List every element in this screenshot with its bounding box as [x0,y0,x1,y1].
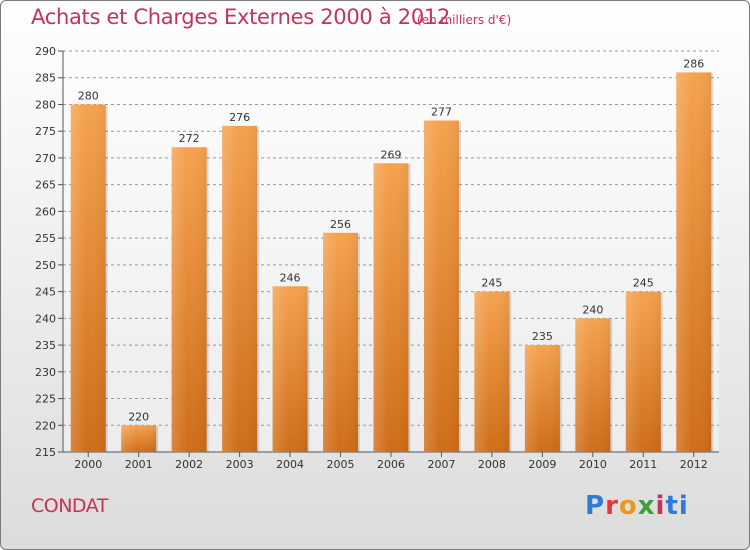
y-tick-label: 230 [35,366,56,379]
bar-highlight [373,163,409,452]
bar-value-label: 235 [532,330,553,343]
bar-value-label: 220 [128,410,149,423]
y-tick-label: 225 [35,393,56,406]
x-tick-label: 2005 [327,458,355,471]
x-tick-label: 2008 [478,458,506,471]
bar-value-label: 276 [229,111,250,124]
chart-title: Achats et Charges Externes 2000 à 2012 [31,5,451,29]
proxiti-logo[interactable]: Proxiti [585,491,689,521]
logo-letter: i [655,491,666,521]
logo-letter: i [678,491,689,521]
x-tick-label: 2006 [377,458,405,471]
y-tick-label: 260 [35,205,56,218]
y-tick-label: 285 [35,72,56,85]
bar-highlight [524,345,560,452]
bar-value-label: 256 [330,218,351,231]
x-tick-label: 2004 [276,458,304,471]
x-tick-label: 2000 [74,458,102,471]
x-tick-label: 2012 [680,458,708,471]
bar-value-label: 245 [481,277,502,290]
y-tick-label: 280 [35,98,56,111]
logo-letter: o [618,491,638,521]
bar-highlight [676,72,712,453]
x-tick-label: 2009 [528,458,556,471]
y-tick-label: 240 [35,312,56,325]
y-tick-label: 220 [35,419,56,432]
bar-highlight [272,286,308,452]
x-tick-label: 2002 [175,458,203,471]
bar-value-label: 240 [582,303,603,316]
logo-letter: r [605,491,619,521]
bar-value-label: 277 [431,106,452,119]
bar-value-label: 272 [179,132,200,145]
x-tick-label: 2001 [125,458,153,471]
y-tick-label: 255 [35,232,56,245]
logo-letter: t [665,491,679,521]
y-tick-label: 245 [35,286,56,299]
y-tick-label: 275 [35,125,56,138]
y-tick-label: 215 [35,446,56,459]
y-tick-label: 265 [35,179,56,192]
bar-value-label: 246 [280,271,301,284]
bar-highlight [222,125,258,452]
x-tick-label: 2003 [226,458,254,471]
bar-value-label: 286 [683,57,704,70]
bar-highlight [323,232,359,452]
bar-highlight [474,291,510,452]
city-name: CONDAT [31,495,108,517]
bar-highlight [625,291,661,452]
x-tick-label: 2011 [629,458,657,471]
bar-value-label: 280 [78,89,99,102]
bar-highlight [171,147,207,453]
bar-highlight [423,120,459,453]
y-tick-label: 235 [35,339,56,352]
bar-highlight [575,318,611,452]
y-tick-label: 290 [35,45,56,58]
bar-value-label: 269 [381,148,402,161]
y-tick-label: 270 [35,152,56,165]
bar-highlight [121,425,157,452]
bar-value-label: 245 [633,277,654,290]
y-tick-label: 250 [35,259,56,272]
bars [70,72,714,453]
x-tick-label: 2010 [579,458,607,471]
bar-highlight [70,104,106,452]
logo-letter: x [637,491,656,521]
logo-letter: P [585,491,606,521]
unit-label: (en milliers d'€) [417,13,512,27]
labels: 215 220 225 230 235 240 245 250 255 260 265 270 275 2… [35,45,708,471]
x-tick-label: 2007 [427,458,455,471]
